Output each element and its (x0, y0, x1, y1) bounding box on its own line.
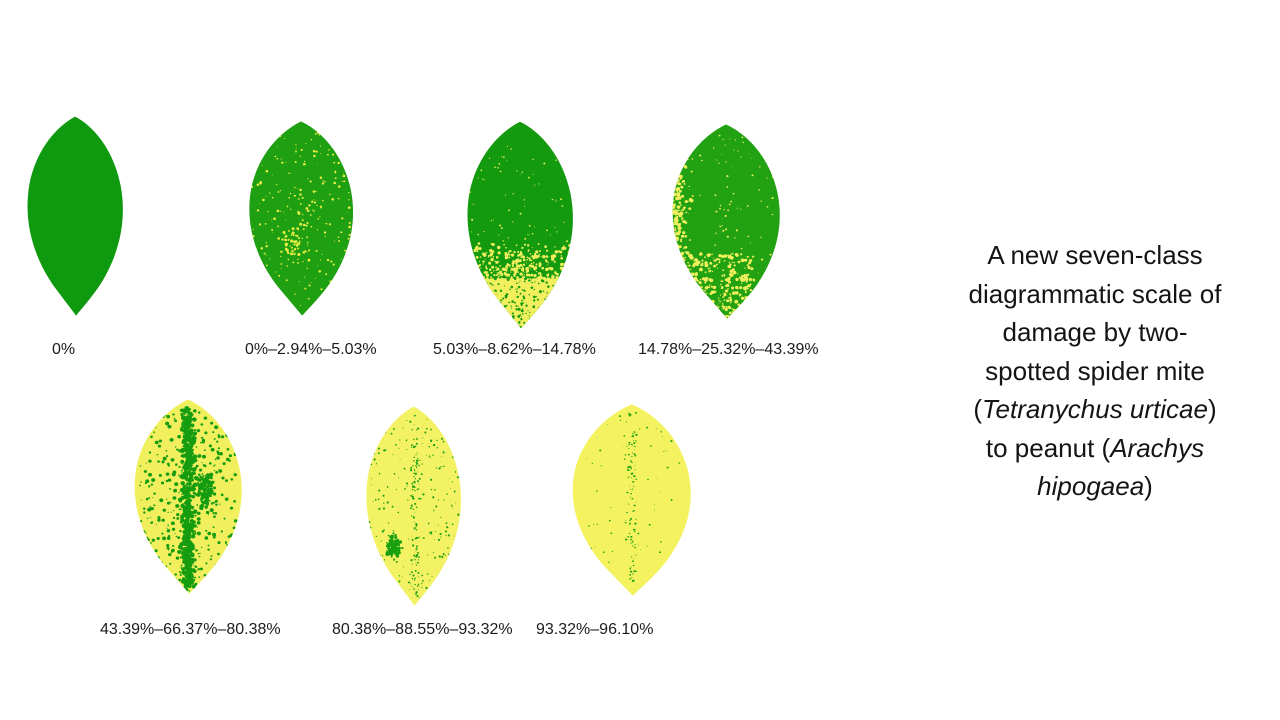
leaf-class-2-label: 0%–2.94%–5.03% (245, 341, 377, 358)
leaf-class-5-label: 43.39%–66.37%–80.38% (100, 621, 281, 638)
caption-line: A new seven-class (987, 240, 1203, 270)
caption-line: to peanut (Arachys (985, 432, 1205, 463)
leaf-class-5-image (124, 396, 252, 596)
leaf-class-3-image (457, 118, 583, 331)
leaf-class-7-label: 93.32%–96.10% (536, 621, 654, 638)
leaf-class-1-image (18, 113, 132, 318)
caption-line: (Tetranychus urticae) (973, 394, 1217, 424)
leaf-class-2-image (239, 118, 363, 318)
leaf-class-4-image (662, 121, 790, 321)
leaf-class-6-label: 80.38%–88.55%–93.32% (332, 621, 513, 638)
figure-caption: A new seven-class diagrammatic scale of da… (928, 236, 1262, 506)
caption-line: hipogaea) (1037, 471, 1153, 501)
leaf-class-3-label: 5.03%–8.62%–14.78% (433, 341, 596, 358)
caption-line: damage by two- (1002, 317, 1188, 347)
leaf-class-4-label: 14.78%–25.32%–43.39% (638, 341, 819, 358)
leaf-class-7-image (561, 401, 702, 598)
leaf-class-1-label: 0% (52, 341, 76, 358)
caption-line: diagrammatic scale of (968, 278, 1222, 309)
caption-line: spotted spider mite (985, 355, 1205, 386)
leaf-class-6-image (357, 403, 470, 608)
